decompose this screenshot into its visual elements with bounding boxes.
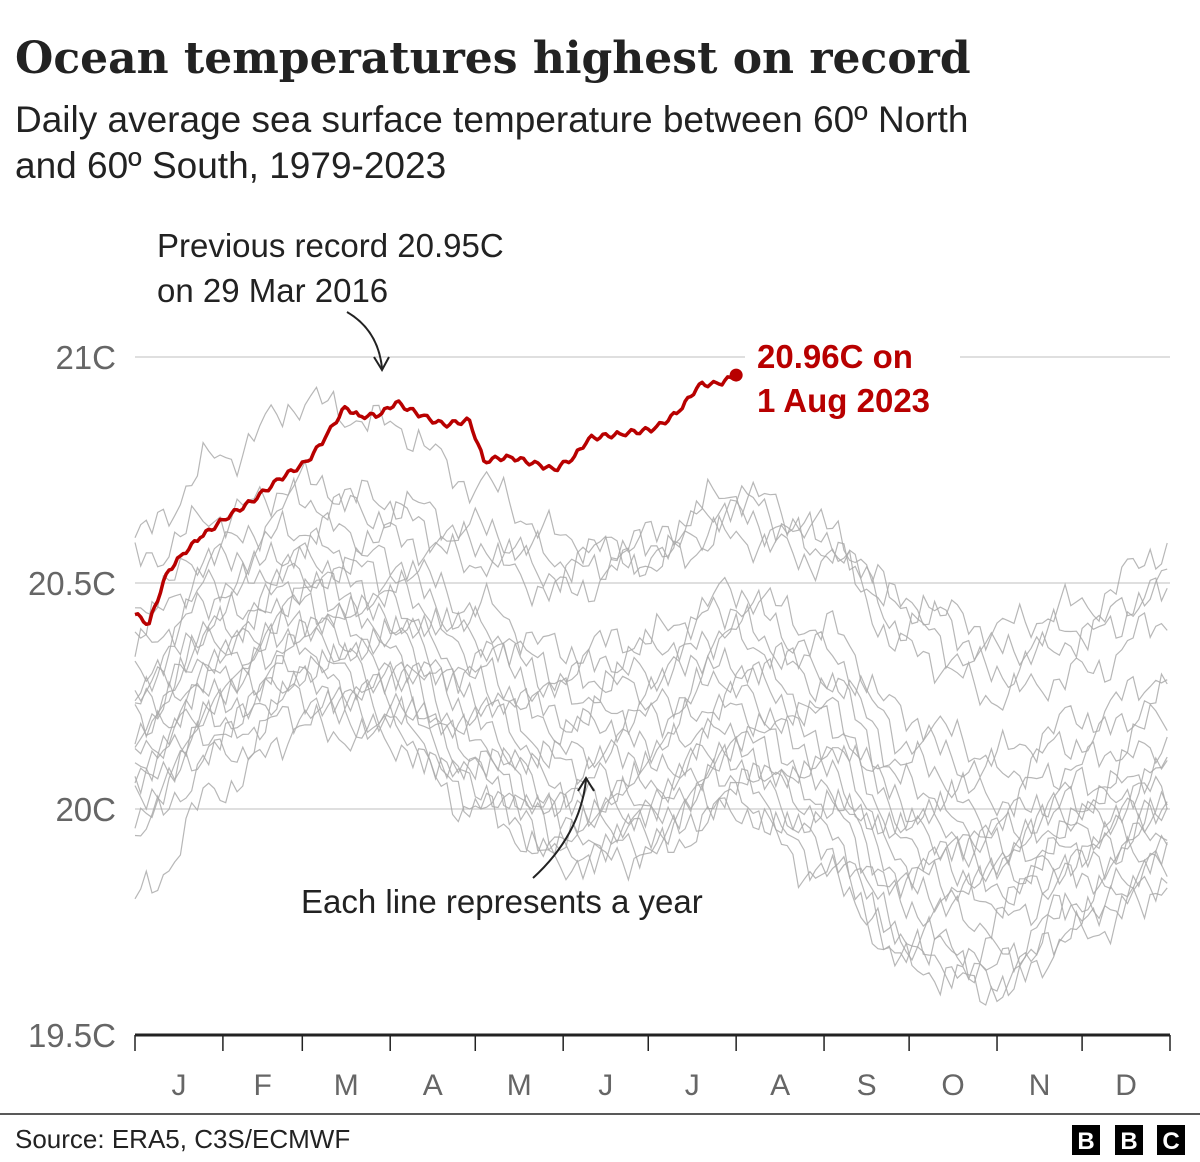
annotation-each-line: Each line represents a year xyxy=(301,883,703,920)
x-tick-label: M xyxy=(507,1069,532,1102)
year-line xyxy=(134,665,1168,968)
year-line xyxy=(134,648,1168,920)
annotation-current-record-line1: 20.96C on xyxy=(757,338,913,375)
year-line xyxy=(134,592,1168,864)
bbc-logo: B B C xyxy=(1072,1125,1185,1155)
year-line xyxy=(134,619,1168,892)
year-line xyxy=(134,459,1168,667)
x-tick-label: J xyxy=(685,1069,700,1102)
annotation-current-record-line2: 1 Aug 2023 xyxy=(757,382,930,419)
chart-subtitle-line2: and 60º South, 1979-2023 xyxy=(15,145,446,186)
x-tick-label: A xyxy=(770,1069,790,1102)
y-tick-label: 21C xyxy=(55,339,116,376)
y-tick-label: 19.5C xyxy=(28,1017,116,1054)
x-tick-label: D xyxy=(1115,1069,1137,1102)
arrowhead-each-line xyxy=(577,776,595,792)
x-tick-label: A xyxy=(423,1069,443,1102)
series-line-2023 xyxy=(134,374,738,627)
x-tick-label: F xyxy=(253,1069,271,1102)
annotation-previous-record-line1: Previous record 20.95C xyxy=(157,227,504,264)
y-tick-label: 20.5C xyxy=(28,565,116,602)
year-line xyxy=(134,683,1168,997)
svg-text:B: B xyxy=(1077,1128,1094,1155)
svg-text:B: B xyxy=(1120,1128,1137,1155)
svg-text:C: C xyxy=(1162,1128,1179,1155)
gridlines xyxy=(135,356,1170,810)
year-line xyxy=(134,702,1168,984)
y-tick-label: 20C xyxy=(55,791,116,828)
year-line xyxy=(134,499,1168,711)
chart-subtitle-line1: Daily average sea surface temperature be… xyxy=(15,99,968,140)
x-tick-label: J xyxy=(598,1069,613,1102)
chart-title: Ocean temperatures highest on record xyxy=(15,33,971,84)
x-tick-label: O xyxy=(941,1069,964,1102)
year-line xyxy=(134,385,1168,652)
arrow-each-line xyxy=(532,779,587,879)
record-point-2023 xyxy=(729,368,743,382)
y-axis-labels: 21C 20.5C 20C 19.5C xyxy=(28,339,116,1054)
year-line xyxy=(134,633,1168,906)
x-tick-label: N xyxy=(1029,1069,1051,1102)
year-line xyxy=(134,476,1168,689)
x-tick-label: J xyxy=(171,1069,186,1102)
source-text: Source: ERA5, C3S/ECMWF xyxy=(15,1124,350,1154)
year-line xyxy=(134,542,1168,791)
x-tick-label: M xyxy=(334,1069,359,1102)
arrowhead-previous-record xyxy=(373,356,390,373)
year-line xyxy=(134,527,1168,768)
annotation-previous-record-line2: on 29 Mar 2016 xyxy=(157,272,388,309)
year-line xyxy=(134,612,1168,883)
year-line xyxy=(134,688,1168,1006)
x-tick-label: S xyxy=(857,1069,877,1102)
other-years-lines xyxy=(134,385,1168,1006)
year-line xyxy=(134,571,1168,842)
arrow-previous-record xyxy=(346,311,383,369)
